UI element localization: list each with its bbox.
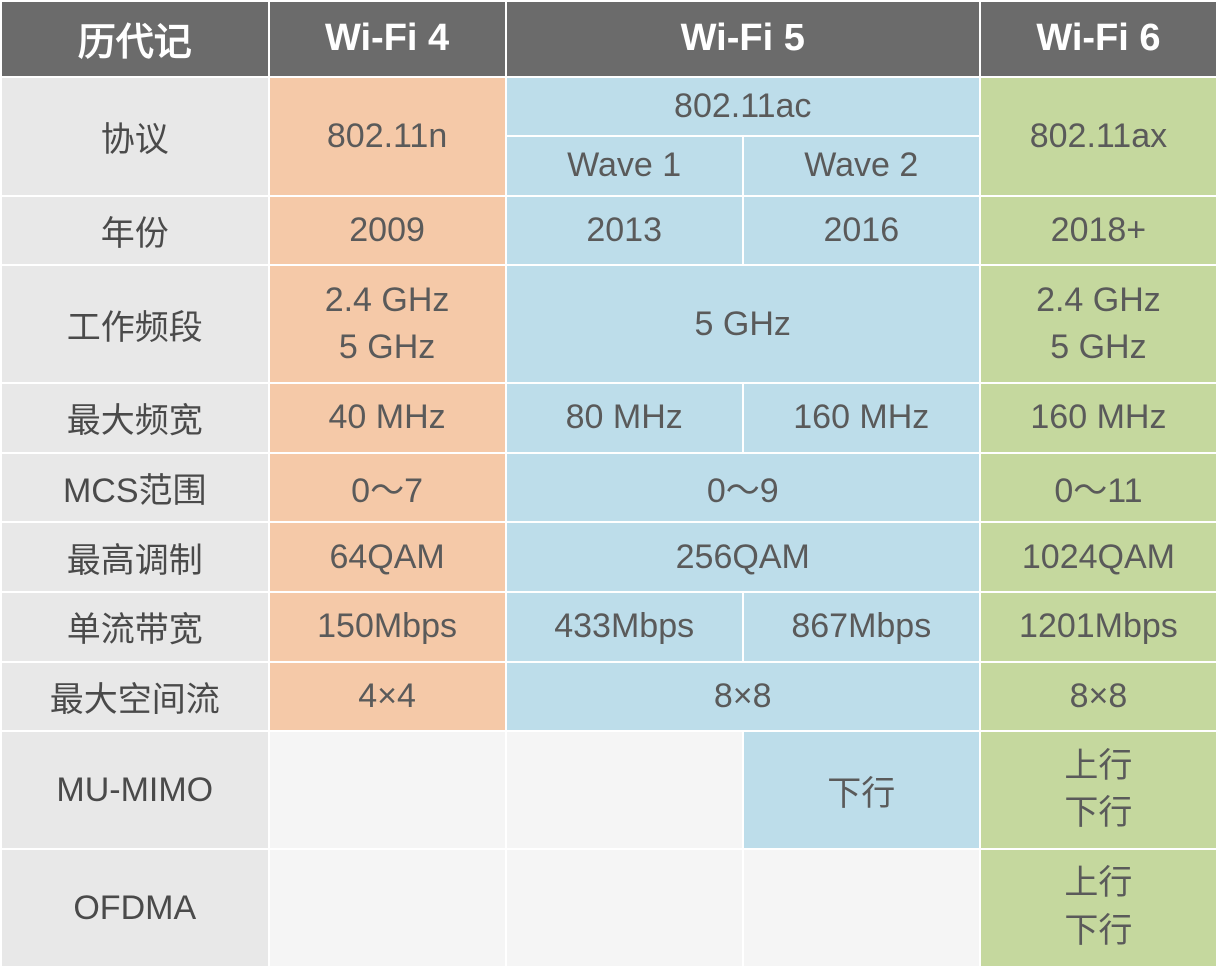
row-mcs: MCS范围 0～7 0～9 0～11: [1, 453, 1217, 523]
row-protocol-1: 协议 802.11n 802.11ac 802.11ax: [1, 77, 1217, 136]
cell-mcs-wifi4: 0～7: [269, 453, 506, 523]
cell-spatial-wifi4: 4×4: [269, 662, 506, 732]
cell-mcs-wifi5: 0～9: [506, 453, 980, 523]
cell-year-wifi6: 2018+: [980, 196, 1217, 266]
cell-singlestream-wifi5a: 433Mbps: [506, 592, 743, 662]
cell-spatial-wifi5: 8×8: [506, 662, 980, 732]
cell-bandwidth-wifi5b: 160 MHz: [743, 383, 980, 453]
header-wifi4: Wi-Fi 4: [269, 1, 506, 77]
cell-year-wifi5a: 2013: [506, 196, 743, 266]
header-wifi6: Wi-Fi 6: [980, 1, 1217, 77]
header-generation: 历代记: [1, 1, 269, 77]
mumimo-wifi6-l2: 下行: [985, 790, 1212, 838]
cell-mumimo-wifi6: 上行 下行: [980, 731, 1217, 849]
cell-mumimo-wifi4: [269, 731, 506, 849]
wifi-comparison-table: 历代记 Wi-Fi 4 Wi-Fi 5 Wi-Fi 6 协议 802.11n 8…: [0, 0, 1218, 968]
cell-band-wifi4: 2.4 GHz 5 GHz: [269, 265, 506, 383]
cell-band-wifi5: 5 GHz: [506, 265, 980, 383]
cell-singlestream-wifi5b: 867Mbps: [743, 592, 980, 662]
cell-ofdma-wifi5a: [506, 849, 743, 967]
row-modulation: 最高调制 64QAM 256QAM 1024QAM: [1, 522, 1217, 592]
cell-bandwidth-wifi6: 160 MHz: [980, 383, 1217, 453]
cell-year-wifi4: 2009: [269, 196, 506, 266]
band-wifi6-l1: 2.4 GHz: [985, 277, 1212, 325]
label-ofdma: OFDMA: [1, 849, 269, 967]
label-year: 年份: [1, 196, 269, 266]
label-bandwidth: 最大频宽: [1, 383, 269, 453]
cell-ofdma-wifi6: 上行 下行: [980, 849, 1217, 967]
cell-protocol-wifi4: 802.11n: [269, 77, 506, 196]
cell-bandwidth-wifi4: 40 MHz: [269, 383, 506, 453]
cell-ofdma-wifi4: [269, 849, 506, 967]
cell-modulation-wifi6: 1024QAM: [980, 522, 1217, 592]
cell-band-wifi6: 2.4 GHz 5 GHz: [980, 265, 1217, 383]
mumimo-wifi6-l1: 上行: [985, 743, 1212, 791]
cell-protocol-wave1: Wave 1: [506, 136, 743, 195]
cell-protocol-wifi6: 802.11ax: [980, 77, 1217, 196]
ofdma-wifi6-l1: 上行: [985, 860, 1212, 908]
cell-spatial-wifi6: 8×8: [980, 662, 1217, 732]
cell-ofdma-wifi5b: [743, 849, 980, 967]
row-ofdma: OFDMA 上行 下行: [1, 849, 1217, 967]
cell-mumimo-wifi5a: [506, 731, 743, 849]
cell-year-wifi5b: 2016: [743, 196, 980, 266]
row-bandwidth: 最大频宽 40 MHz 80 MHz 160 MHz 160 MHz: [1, 383, 1217, 453]
cell-mcs-wifi6: 0～11: [980, 453, 1217, 523]
cell-modulation-wifi4: 64QAM: [269, 522, 506, 592]
label-single-stream: 单流带宽: [1, 592, 269, 662]
cell-bandwidth-wifi5a: 80 MHz: [506, 383, 743, 453]
band-wifi4-l2: 5 GHz: [274, 324, 501, 372]
label-mcs: MCS范围: [1, 453, 269, 523]
cell-modulation-wifi5: 256QAM: [506, 522, 980, 592]
header-wifi5: Wi-Fi 5: [506, 1, 980, 77]
cell-protocol-wave2: Wave 2: [743, 136, 980, 195]
row-year: 年份 2009 2013 2016 2018+: [1, 196, 1217, 266]
cell-singlestream-wifi4: 150Mbps: [269, 592, 506, 662]
ofdma-wifi6-l2: 下行: [985, 908, 1212, 956]
band-wifi6-l2: 5 GHz: [985, 324, 1212, 372]
row-single-stream: 单流带宽 150Mbps 433Mbps 867Mbps 1201Mbps: [1, 592, 1217, 662]
label-modulation: 最高调制: [1, 522, 269, 592]
label-band: 工作频段: [1, 265, 269, 383]
label-protocol: 协议: [1, 77, 269, 196]
row-mumimo: MU-MIMO 下行 上行 下行: [1, 731, 1217, 849]
table-header-row: 历代记 Wi-Fi 4 Wi-Fi 5 Wi-Fi 6: [1, 1, 1217, 77]
label-mumimo: MU-MIMO: [1, 731, 269, 849]
cell-mumimo-wifi5b: 下行: [743, 731, 980, 849]
band-wifi4-l1: 2.4 GHz: [274, 277, 501, 325]
row-band: 工作频段 2.4 GHz 5 GHz 5 GHz 2.4 GHz 5 GHz: [1, 265, 1217, 383]
row-spatial-streams: 最大空间流 4×4 8×8 8×8: [1, 662, 1217, 732]
cell-protocol-wifi5-top: 802.11ac: [506, 77, 980, 136]
label-spatial-streams: 最大空间流: [1, 662, 269, 732]
cell-singlestream-wifi6: 1201Mbps: [980, 592, 1217, 662]
